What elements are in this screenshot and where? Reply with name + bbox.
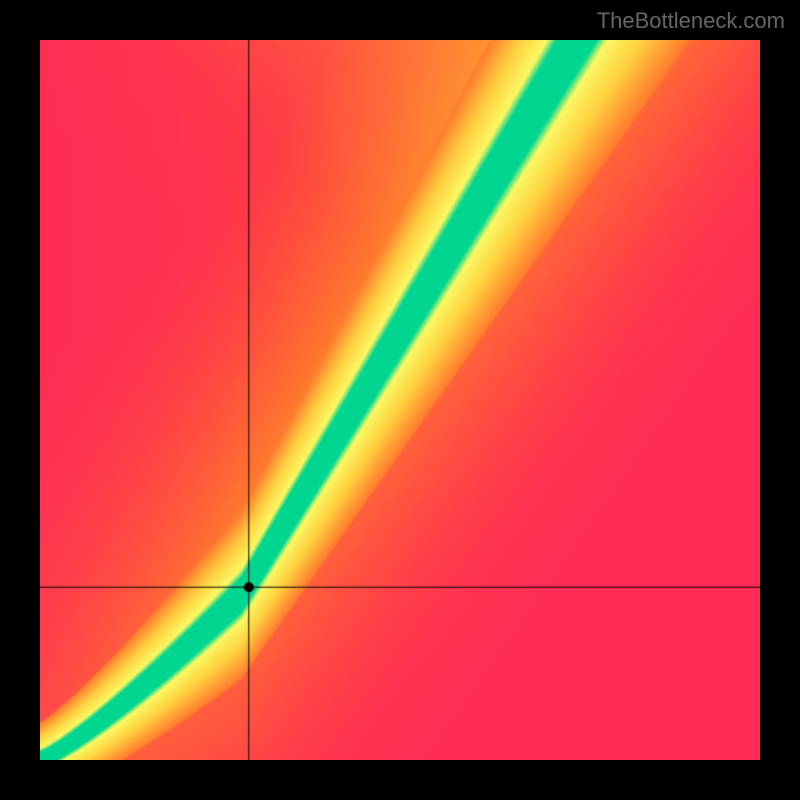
bottleneck-heatmap bbox=[40, 40, 760, 760]
heatmap-canvas bbox=[40, 40, 760, 760]
watermark-text: TheBottleneck.com bbox=[597, 8, 785, 34]
